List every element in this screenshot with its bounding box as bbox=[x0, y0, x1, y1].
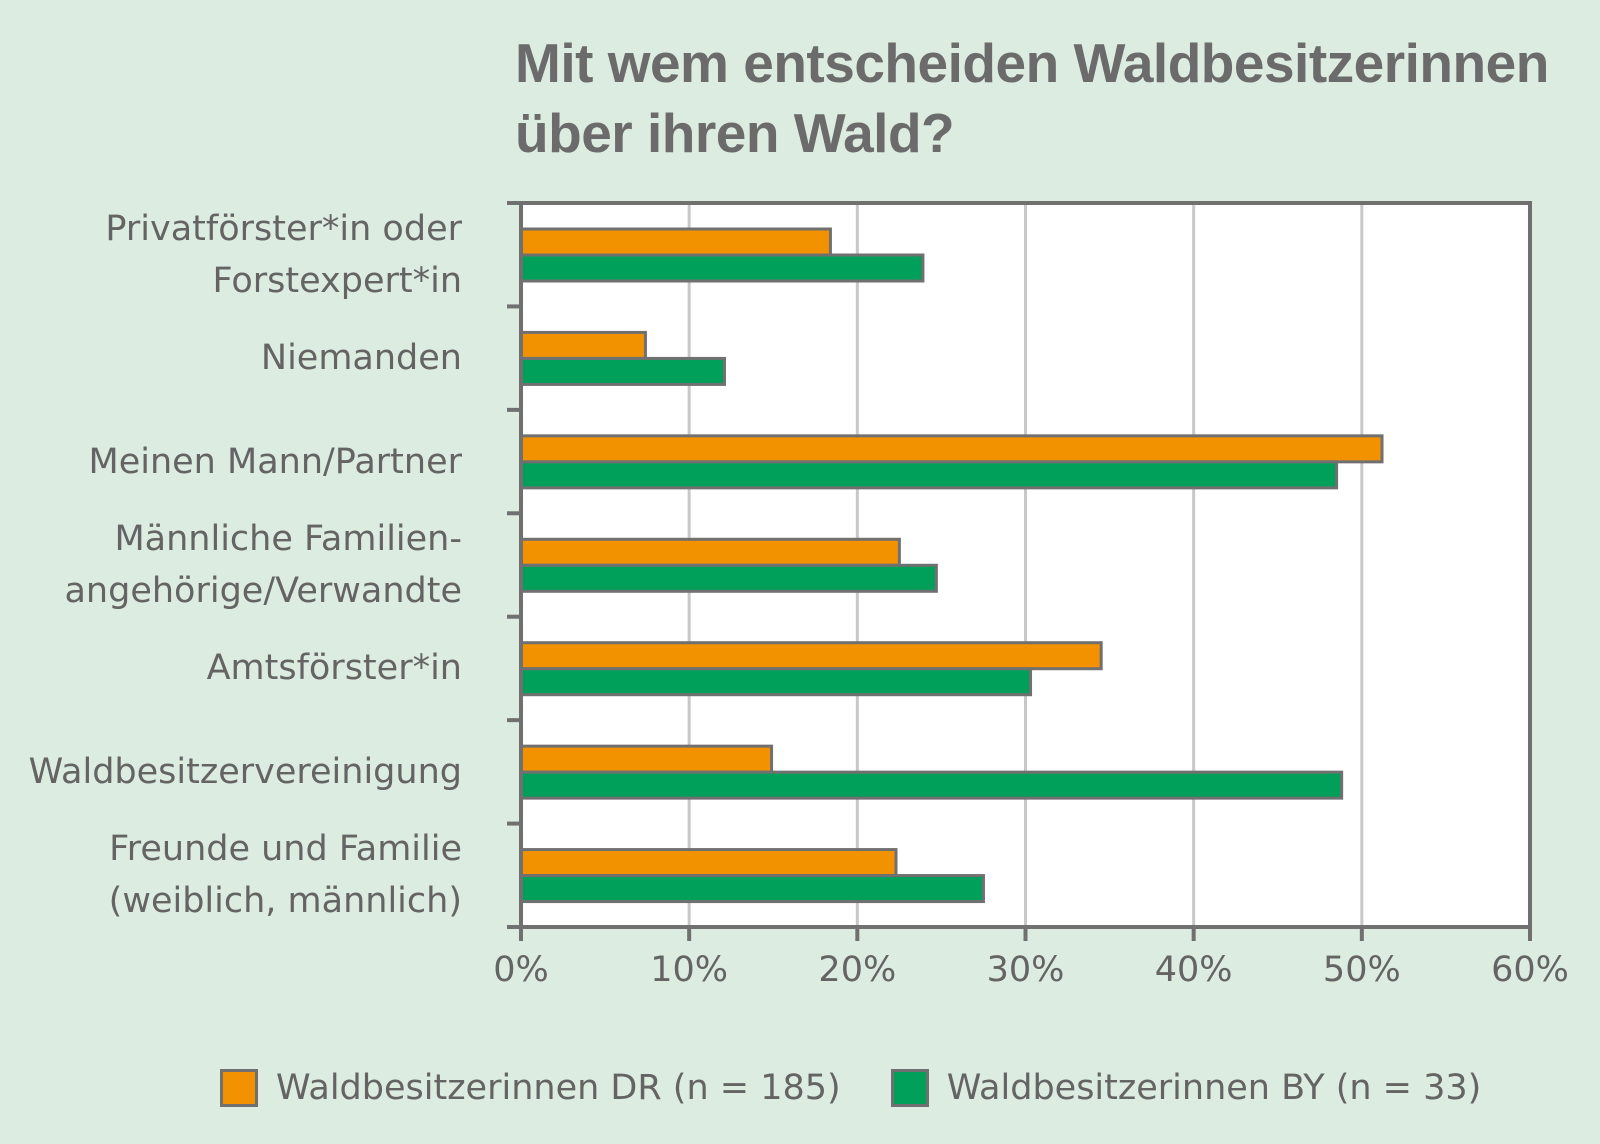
category-label: Niemanden bbox=[260, 338, 462, 379]
bar-by bbox=[519, 460, 1339, 490]
x-tick-label: 30% bbox=[986, 950, 1065, 990]
bar-by bbox=[519, 667, 1033, 697]
bar-dr bbox=[519, 848, 898, 878]
bar-by bbox=[519, 253, 925, 283]
x-tick-label: 20% bbox=[818, 950, 897, 990]
legend-swatch-by bbox=[890, 1069, 929, 1107]
chart-title-line-1: Mit wem entscheiden Waldbesitzerinnen bbox=[515, 32, 1549, 94]
category-label: Männliche Familien- angehörige/Verwandte bbox=[64, 519, 462, 611]
category-label: Freunde und Familie (weiblich, männlich) bbox=[108, 829, 462, 922]
legend-item-by: Waldbesitzerinnen BY (n = 33) bbox=[890, 1068, 1482, 1108]
bar-dr bbox=[519, 744, 774, 774]
x-tick-label: 40% bbox=[1154, 950, 1233, 990]
category-label: Privatförster*in oder Forstexpert*in bbox=[105, 208, 462, 301]
legend-item-dr: Waldbesitzerinnen DR (n = 185) bbox=[220, 1068, 841, 1108]
x-tick-label: 0% bbox=[493, 950, 549, 990]
bar-dr bbox=[519, 641, 1103, 671]
category-label: Amtsförster*in bbox=[206, 648, 462, 689]
x-tick-label: 50% bbox=[1322, 950, 1401, 990]
x-tick-label: 60% bbox=[1491, 950, 1569, 990]
x-tick-label: 10% bbox=[650, 950, 729, 990]
legend-label-by: Waldbesitzerinnen BY (n = 33) bbox=[946, 1068, 1482, 1108]
category-label: Waldbesitzervereinigung bbox=[28, 751, 462, 792]
chart-title-line-2: über ihren Wald? bbox=[515, 102, 955, 164]
bar-dr bbox=[519, 227, 832, 257]
bar-dr bbox=[519, 434, 1384, 464]
bar-dr bbox=[519, 537, 901, 567]
legend-swatch-dr bbox=[220, 1069, 258, 1107]
legend: Waldbesitzerinnen DR (n = 185) Waldbesit… bbox=[220, 1068, 1531, 1108]
bar-by bbox=[519, 563, 938, 593]
bar-by bbox=[519, 770, 1344, 800]
legend-label-dr: Waldbesitzerinnen DR (n = 185) bbox=[276, 1068, 841, 1108]
chart-title: Mit wem entscheiden Waldbesitzerinnen üb… bbox=[515, 28, 1595, 168]
bar-dr bbox=[519, 330, 647, 360]
category-label: Meinen Mann/Partner bbox=[88, 441, 462, 482]
bar-by bbox=[519, 356, 726, 386]
bar-by bbox=[519, 874, 985, 904]
